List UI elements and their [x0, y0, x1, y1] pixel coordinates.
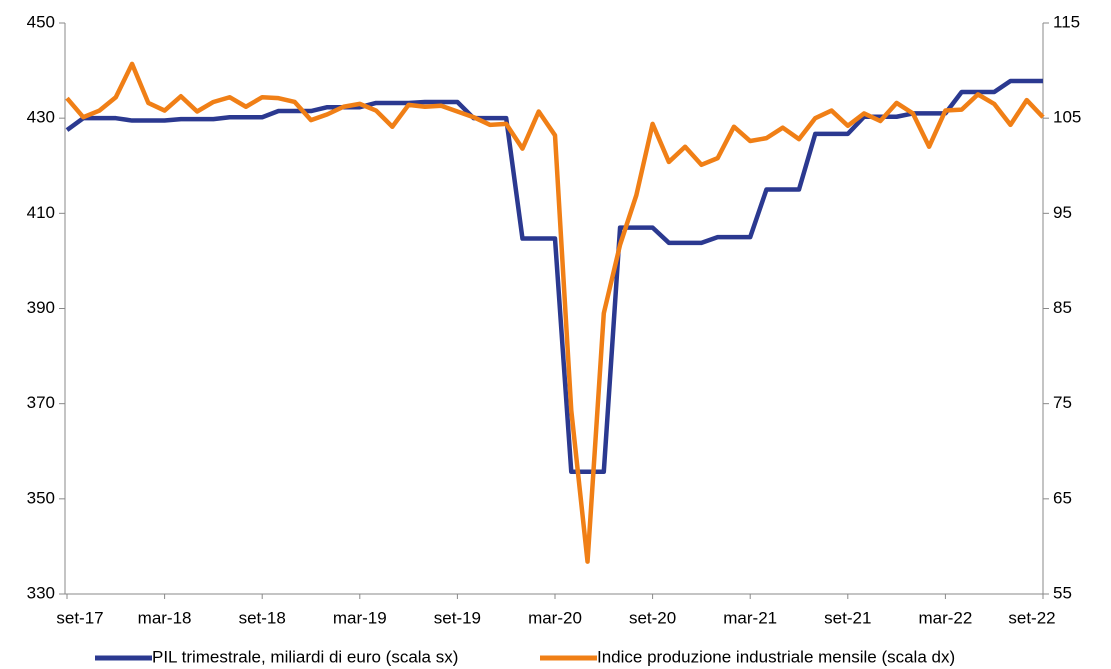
y2-tick-label: 115 — [1053, 12, 1080, 31]
y2-tick-label: 95 — [1053, 203, 1072, 222]
x-tick-label: mar-18 — [138, 608, 192, 627]
y2-tick-label: 65 — [1053, 488, 1072, 507]
y-tick-label: 430 — [27, 108, 55, 127]
y2-tick-label: 85 — [1053, 298, 1072, 317]
y-tick-label: 350 — [27, 488, 55, 507]
y-tick-label: 330 — [27, 583, 55, 602]
y-tick-label: 410 — [27, 203, 55, 222]
series-line — [65, 61, 1045, 564]
legend-label: Indice produzione industriale mensile (s… — [597, 647, 955, 666]
y2-tick-label: 55 — [1053, 583, 1072, 602]
series-line — [65, 78, 1043, 474]
x-tick-label: set-19 — [434, 608, 481, 627]
x-tick-label: mar-22 — [918, 608, 972, 627]
legend-label: PIL trimestrale, miliardi di euro (scala… — [152, 647, 458, 666]
y-tick-label: 370 — [27, 393, 55, 412]
x-tick-label: set-18 — [239, 608, 286, 627]
y-tick-label: 450 — [27, 12, 55, 31]
x-tick-label: mar-20 — [528, 608, 582, 627]
x-tick-label: set-17 — [56, 608, 103, 627]
y2-tick-label: 75 — [1053, 393, 1072, 412]
x-tick-label: mar-19 — [333, 608, 387, 627]
x-tick-label: set-21 — [824, 608, 871, 627]
y-tick-label: 390 — [27, 298, 55, 317]
x-tick-label: set-22 — [1008, 608, 1055, 627]
x-tick-label: mar-21 — [723, 608, 777, 627]
x-tick-label: set-20 — [629, 608, 676, 627]
y2-tick-label: 105 — [1053, 108, 1081, 127]
